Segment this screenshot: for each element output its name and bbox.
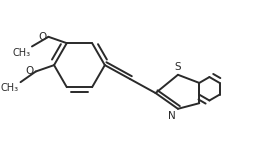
Text: O: O (38, 32, 46, 42)
Text: S: S (175, 62, 181, 72)
Text: CH₃: CH₃ (12, 48, 31, 58)
Text: CH₃: CH₃ (1, 83, 19, 93)
Text: N: N (168, 111, 175, 121)
Text: O: O (25, 67, 34, 76)
